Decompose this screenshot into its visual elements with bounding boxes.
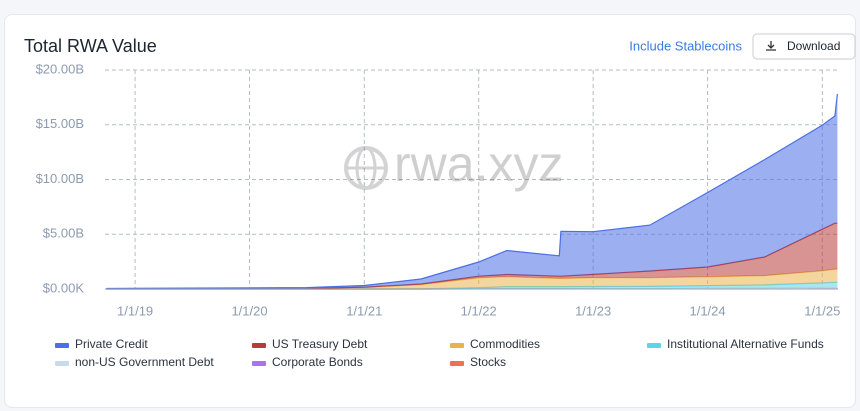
area xyxy=(106,282,838,289)
x-tick-label: 1/1/21 xyxy=(346,303,382,318)
x-tick-label: 1/1/25 xyxy=(804,303,840,318)
legend-swatch xyxy=(647,343,661,348)
area xyxy=(106,223,838,289)
x-tick-label: 1/1/19 xyxy=(117,303,153,318)
x-tick-label: 1/1/24 xyxy=(689,303,725,318)
legend-label: Stocks xyxy=(470,355,506,369)
y-tick-label: $5.00B xyxy=(43,226,84,241)
area-line xyxy=(106,93,838,290)
watermark-text: rwa.xyz xyxy=(394,136,563,192)
download-button[interactable] xyxy=(752,33,856,60)
legend-label: non-US Government Debt xyxy=(75,355,214,369)
legend-label: Commodities xyxy=(470,337,540,351)
x-tick-label: 1/1/20 xyxy=(231,303,267,318)
legend-swatch xyxy=(450,343,464,348)
y-tick-label: $10.00B xyxy=(36,171,84,186)
area xyxy=(106,94,838,289)
legend-swatch xyxy=(252,361,266,366)
y-tick-label: $20.00B xyxy=(36,61,84,76)
watermark: rwa.xyz xyxy=(344,136,563,192)
legend-swatch xyxy=(450,361,464,366)
legend-label: Institutional Alternative Funds xyxy=(667,337,824,351)
legend-label: Corporate Bonds xyxy=(272,355,363,369)
download-icon xyxy=(766,41,776,51)
legend-swatch xyxy=(252,343,266,348)
download-label: Download xyxy=(787,39,840,53)
legend-label: Private Credit xyxy=(75,337,148,351)
legend-swatch xyxy=(55,343,69,348)
y-tick-label: $0.00K xyxy=(43,280,85,295)
y-tick-label: $15.00B xyxy=(36,116,84,131)
legend-swatch xyxy=(55,361,69,366)
x-tick-label: 1/1/23 xyxy=(575,303,611,318)
legend-label: US Treasury Debt xyxy=(272,337,368,351)
x-tick-label: 1/1/22 xyxy=(461,303,497,318)
chart-title: Total RWA Value xyxy=(24,36,157,56)
stablecoin-toggle[interactable]: Include Stablecoins xyxy=(629,38,742,53)
